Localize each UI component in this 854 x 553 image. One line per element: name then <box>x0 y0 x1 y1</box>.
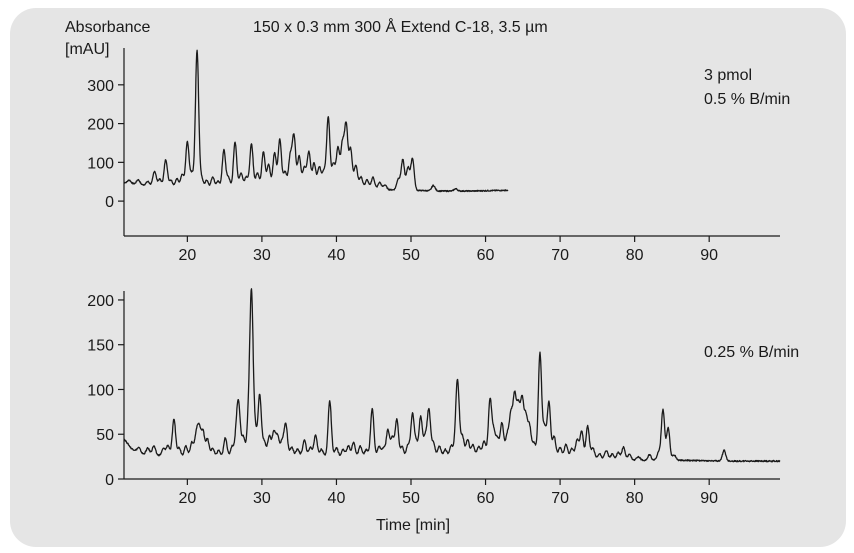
annotation-gradient-top: 0.5 % B/min <box>704 91 790 108</box>
chart-title: 150 x 0.3 mm 300 Å Extend C-18, 3.5 µm <box>253 17 548 36</box>
chromatogram-bottom: 0 50 100 150 200 20 30 40 50 60 70 80 90 <box>87 288 781 507</box>
y-axis-label-line2: [mAU] <box>65 41 109 58</box>
bottom-y-tick-label: 150 <box>87 338 114 355</box>
bottom-y-tick-label: 200 <box>87 293 114 310</box>
top-x-tick-label: 90 <box>700 247 718 264</box>
bottom-x-tick-label: 20 <box>178 490 196 507</box>
top-x-tick-label: 60 <box>477 247 495 264</box>
top-y-tick-label: 300 <box>87 78 114 95</box>
bottom-x-tick-label: 40 <box>328 490 346 507</box>
chromatogram-figure: Absorbance [mAU] 150 x 0.3 mm 300 Å Exte… <box>65 17 799 534</box>
top-x-tick-label: 30 <box>253 247 271 264</box>
bottom-x-tick-label: 60 <box>477 490 495 507</box>
chromatogram-top: 0 100 200 300 20 30 40 50 60 70 80 90 <box>87 48 780 264</box>
annotation-amount: 3 pmol <box>704 67 752 84</box>
bottom-x-tick-label: 90 <box>700 490 718 507</box>
top-x-tick-label: 20 <box>178 247 196 264</box>
bottom-x-tick-label: 70 <box>551 490 569 507</box>
top-x-tick-label: 70 <box>551 247 569 264</box>
bottom-y-tick-label: 100 <box>87 382 114 399</box>
annotation-gradient-bottom: 0.25 % B/min <box>704 344 799 361</box>
bottom-y-tick-label: 50 <box>96 427 114 444</box>
top-y-tick-label: 200 <box>87 117 114 134</box>
top-y-tick-label: 0 <box>105 194 114 211</box>
chart-panel: Absorbance [mAU] 150 x 0.3 mm 300 Å Exte… <box>10 8 846 547</box>
top-x-tick-label: 50 <box>402 247 420 264</box>
bottom-x-tick-label: 30 <box>253 490 271 507</box>
bottom-trace-line <box>123 288 781 463</box>
top-trace-line <box>123 49 509 193</box>
y-axis-label-line1: Absorbance <box>65 19 150 36</box>
bottom-y-tick-label: 0 <box>105 472 114 489</box>
bottom-x-tick-label: 80 <box>626 490 644 507</box>
top-x-tick-label: 80 <box>626 247 644 264</box>
top-x-tick-label: 40 <box>328 247 346 264</box>
x-axis-label: Time [min] <box>376 517 450 534</box>
top-y-tick-label: 100 <box>87 155 114 172</box>
bottom-x-tick-label: 50 <box>402 490 420 507</box>
